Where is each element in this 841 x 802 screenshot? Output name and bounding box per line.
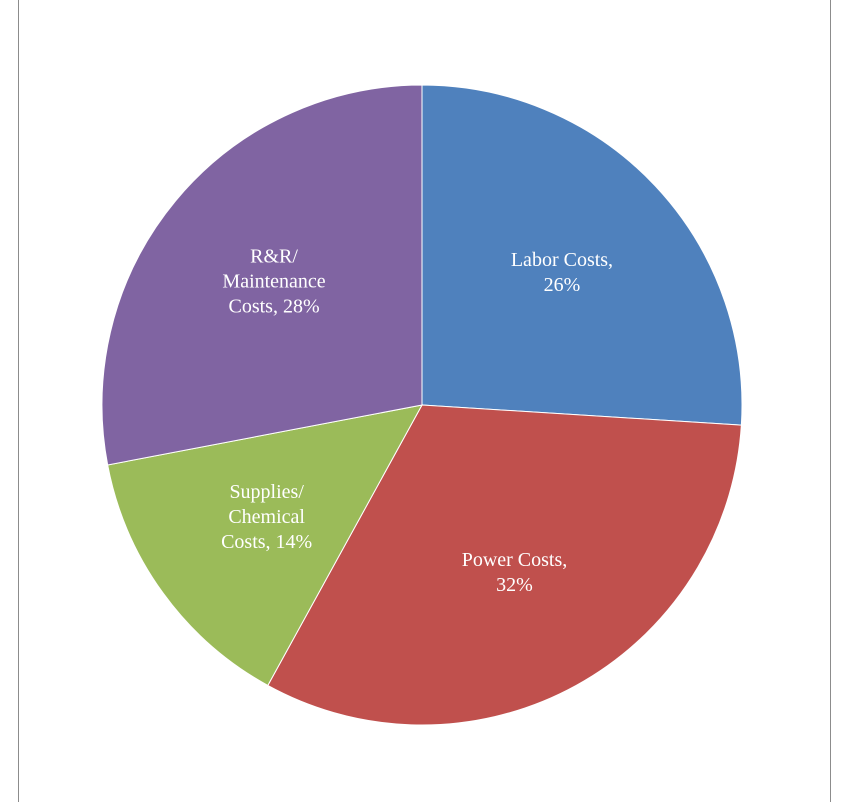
slice-label: Labor Costs, 26% xyxy=(511,249,613,296)
slice-label: Supplies/Chemical Costs, 14% xyxy=(221,480,312,552)
pie-slice xyxy=(267,404,742,726)
slice-label: Power Costs, 32% xyxy=(462,548,568,595)
pie-slice xyxy=(107,404,423,687)
slice-label-line: Maintenance xyxy=(222,270,325,292)
pie-slice xyxy=(421,84,743,426)
slice-label-line: Costs, 14% xyxy=(221,530,312,552)
slice-label-line: Labor Costs, xyxy=(511,249,613,271)
slice-label-line: 32% xyxy=(496,573,533,595)
slice-label-line: Supplies/ xyxy=(229,480,304,502)
slice-label-line: Chemical xyxy=(228,505,305,527)
slice-label-line: 26% xyxy=(544,274,581,296)
slice-label-line: Power Costs, xyxy=(462,548,568,570)
slice-label-line: R&R/ xyxy=(250,245,298,267)
pie-slice xyxy=(101,84,423,466)
slice-label: R&R/Maintenance Costs, 28% xyxy=(222,245,325,317)
slice-label-line: Costs, 28% xyxy=(228,295,319,317)
chart-frame xyxy=(18,0,831,802)
